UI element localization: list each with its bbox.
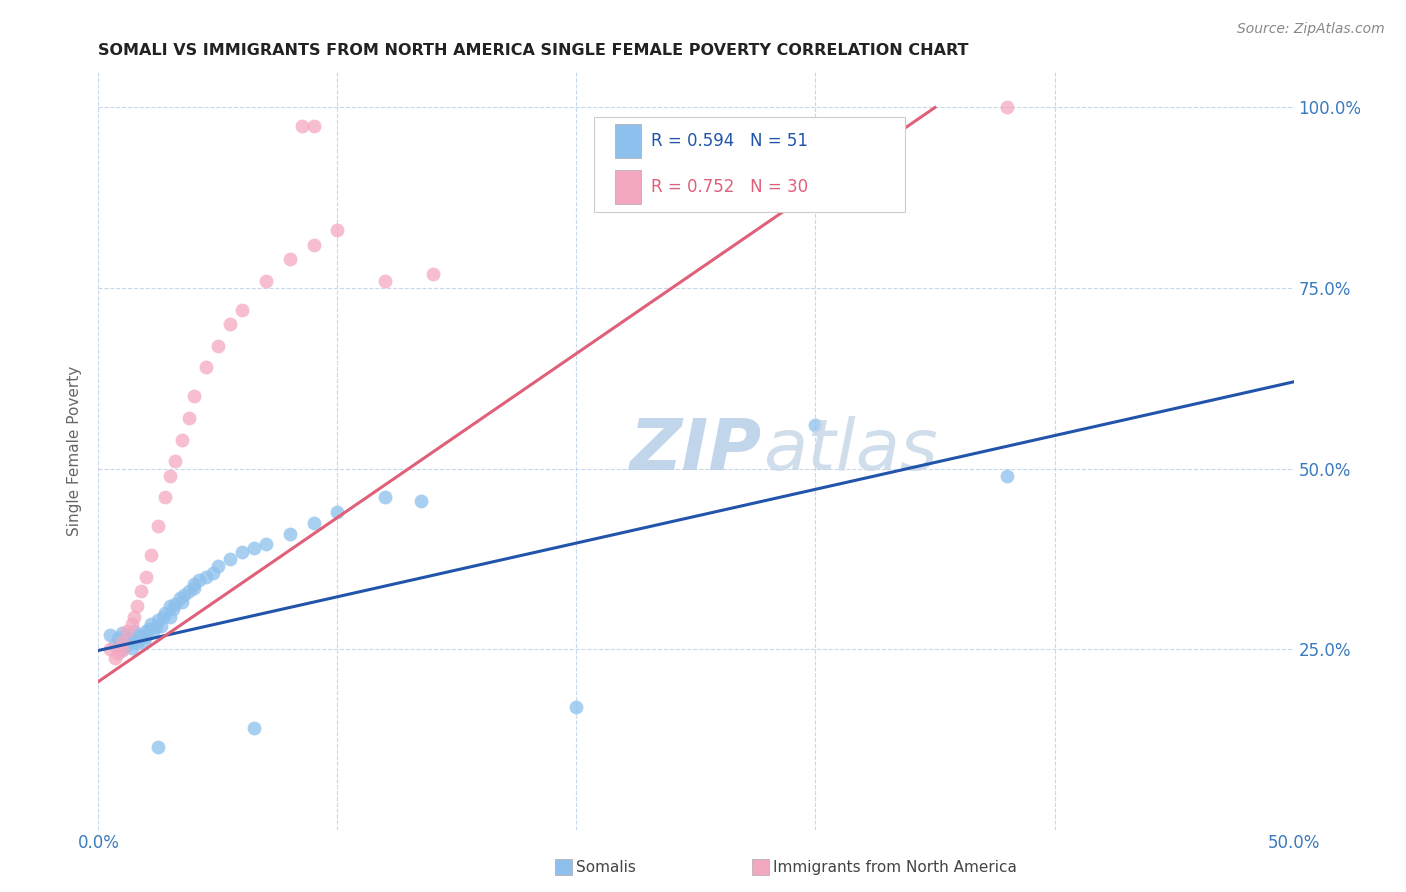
- Point: [159, 468, 181, 483]
- Point: [125, 599, 148, 613]
- Point: [326, 505, 349, 519]
- Point: [374, 274, 396, 288]
- Y-axis label: Single Female Poverty: Single Female Poverty: [67, 366, 83, 535]
- Text: Immigrants from North America: Immigrants from North America: [773, 860, 1017, 874]
- Point: [326, 223, 349, 237]
- Point: [135, 570, 157, 584]
- Point: [995, 100, 1018, 114]
- Point: [139, 548, 162, 562]
- Point: [254, 537, 277, 551]
- Point: [163, 454, 186, 468]
- Point: [124, 624, 146, 638]
- Point: [183, 581, 205, 595]
- Point: [142, 624, 165, 638]
- Point: [183, 389, 205, 403]
- Point: [148, 739, 170, 754]
- Point: [125, 636, 148, 650]
- Point: [104, 639, 127, 653]
- Point: [124, 609, 146, 624]
- Point: [804, 418, 827, 433]
- Point: [302, 237, 325, 252]
- Point: [98, 627, 122, 641]
- Text: Source: ZipAtlas.com: Source: ZipAtlas.com: [1237, 22, 1385, 37]
- Point: [148, 519, 170, 533]
- Point: [149, 619, 172, 633]
- Point: [202, 566, 225, 581]
- Point: [195, 570, 218, 584]
- Point: [118, 631, 141, 645]
- Point: [219, 317, 242, 331]
- Point: [138, 622, 160, 636]
- Point: [231, 302, 253, 317]
- Point: [374, 491, 396, 505]
- Point: [173, 588, 195, 602]
- Point: [179, 411, 201, 425]
- Point: [148, 613, 170, 627]
- Point: [152, 609, 174, 624]
- Point: [131, 584, 153, 599]
- Point: [422, 267, 444, 281]
- Point: [145, 620, 167, 634]
- Bar: [614, 169, 641, 203]
- Point: [411, 494, 433, 508]
- Point: [302, 516, 325, 530]
- Point: [108, 636, 131, 650]
- Point: [187, 574, 209, 588]
- Point: [231, 544, 253, 558]
- Point: [243, 541, 266, 555]
- Point: [111, 635, 134, 649]
- Point: [114, 629, 136, 643]
- Point: [169, 591, 191, 606]
- Point: [195, 360, 218, 375]
- Text: SOMALI VS IMMIGRANTS FROM NORTH AMERICA SINGLE FEMALE POVERTY CORRELATION CHART: SOMALI VS IMMIGRANTS FROM NORTH AMERICA …: [98, 43, 969, 58]
- Text: R = 0.594   N = 51: R = 0.594 N = 51: [651, 132, 807, 150]
- Point: [179, 584, 201, 599]
- Point: [254, 274, 277, 288]
- Point: [124, 633, 146, 648]
- Text: ZIP: ZIP: [630, 416, 762, 485]
- Point: [121, 616, 143, 631]
- Point: [172, 433, 194, 447]
- Point: [163, 597, 186, 611]
- Bar: [614, 124, 641, 158]
- Point: [121, 640, 143, 655]
- Point: [135, 629, 157, 643]
- Point: [131, 631, 153, 645]
- Point: [995, 468, 1018, 483]
- Point: [278, 526, 301, 541]
- Point: [115, 639, 138, 653]
- Point: [565, 699, 588, 714]
- FancyBboxPatch shape: [595, 117, 905, 211]
- Point: [111, 626, 134, 640]
- Text: Somalis: Somalis: [576, 860, 637, 874]
- Point: [111, 643, 134, 657]
- Point: [172, 595, 194, 609]
- Point: [278, 252, 301, 266]
- Point: [132, 635, 155, 649]
- Point: [135, 624, 157, 638]
- Point: [104, 650, 127, 665]
- Text: atlas: atlas: [763, 416, 938, 485]
- Point: [111, 635, 134, 649]
- Point: [291, 119, 314, 133]
- Point: [98, 642, 122, 657]
- Point: [207, 559, 229, 574]
- Text: R = 0.752   N = 30: R = 0.752 N = 30: [651, 178, 807, 195]
- Point: [111, 643, 134, 657]
- Point: [155, 606, 177, 620]
- Point: [207, 339, 229, 353]
- Point: [155, 491, 177, 505]
- Point: [159, 609, 181, 624]
- Point: [139, 616, 162, 631]
- Point: [115, 624, 138, 638]
- Point: [302, 119, 325, 133]
- Point: [107, 646, 129, 660]
- Point: [107, 631, 129, 645]
- Point: [243, 722, 266, 736]
- Point: [219, 551, 242, 566]
- Point: [162, 602, 184, 616]
- Point: [159, 599, 181, 613]
- Point: [183, 577, 205, 591]
- Point: [128, 627, 150, 641]
